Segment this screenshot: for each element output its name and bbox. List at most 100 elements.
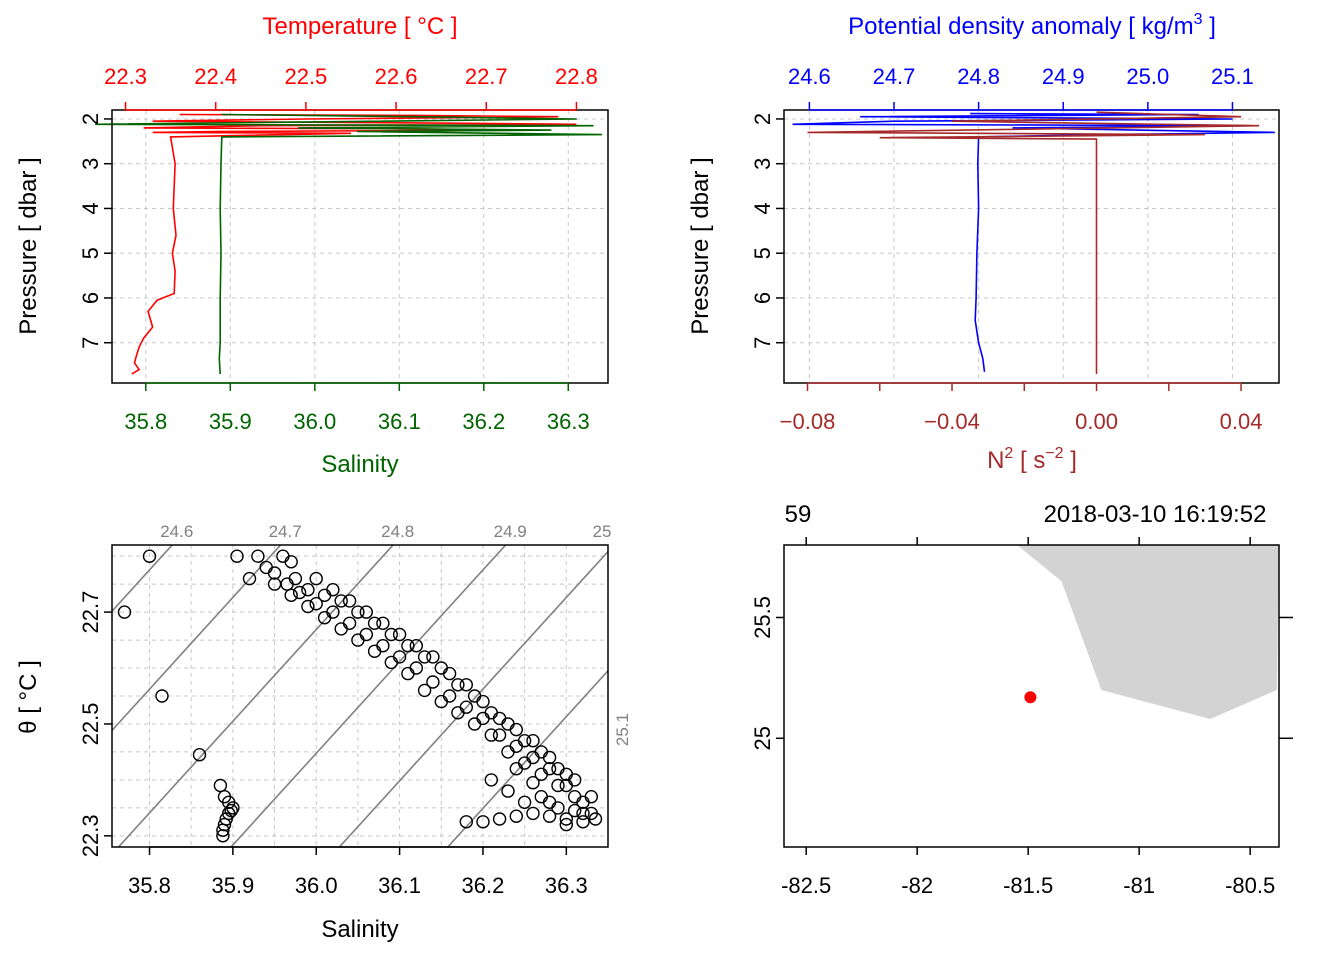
p2-bottom-label-end: ]	[1064, 447, 1077, 474]
p1-top-tick-label: 22.6	[375, 64, 418, 89]
ts-point	[334, 594, 348, 608]
ts-point	[242, 571, 257, 586]
ts-point	[309, 571, 323, 586]
panel-station-map: -82.5 -82 -81.5 -81 -80.5 25 25.5 59 2018-03-1…	[750, 501, 1293, 898]
p3-x-tick-label: 36.2	[462, 873, 505, 898]
ts-point	[359, 605, 373, 619]
ts-point	[484, 706, 498, 720]
p3-x-tick-label: 36.1	[378, 873, 421, 898]
p2-ticks: 2 3 4 5 6 7 −0.08 −0.04 0.00 0.04 24.6 24.7 24.8 24.9…	[750, 64, 1262, 434]
ts-point	[559, 817, 573, 832]
p1-y-tick-label: 2	[78, 113, 103, 125]
p3-y-tick-label: 22.3	[78, 814, 103, 857]
ts-point	[401, 666, 415, 681]
p3-isopycnal-label: 25	[593, 522, 612, 541]
ts-point	[367, 616, 382, 630]
p1-bottom-label: Salinity	[321, 451, 398, 478]
ts-point	[326, 583, 340, 597]
ts-point	[542, 795, 557, 809]
ts-point	[224, 803, 238, 818]
p1-y-tick-label: 5	[78, 247, 103, 259]
ts-point	[509, 762, 523, 776]
ts-point	[526, 776, 540, 790]
ts-point	[576, 806, 590, 821]
ts-point	[142, 549, 157, 563]
p2-top-tick-label: 25.0	[1126, 64, 1169, 89]
p3-x-tick-label: 36.3	[545, 873, 588, 898]
ts-point	[384, 627, 398, 642]
p2-y-label: Pressure [ dbar ]	[687, 157, 714, 334]
ts-point	[559, 812, 573, 826]
p1-top-tick-label: 22.3	[104, 64, 147, 89]
panel-ts-profile: 2 3 4 5 6 7 35.8 35.9 36.0 36.1 36.2 36.3 22.3 22.4 22…	[15, 13, 609, 478]
p2-top-title-end: ]	[1203, 13, 1216, 40]
p3-isopycnal-label: 25.1	[613, 713, 632, 746]
ts-point	[426, 675, 440, 689]
p3-isopycnals	[112, 545, 608, 847]
ts-point	[451, 678, 465, 692]
ts-point	[317, 611, 332, 625]
ts-point	[559, 778, 573, 793]
p4-frame	[783, 544, 1280, 848]
ts-point	[376, 616, 390, 630]
p3-isopycnal-line	[117, 545, 395, 847]
ts-point	[284, 588, 298, 602]
p2-top-tick-label: 25.1	[1211, 64, 1254, 89]
ts-point	[292, 585, 307, 600]
p2-y-tick-label: 7	[750, 337, 775, 349]
p1-bottom-tick-label: 36.1	[378, 409, 421, 434]
ts-point	[459, 700, 473, 714]
p2-y-tick-label: 3	[750, 158, 775, 170]
p3-y-tick-label: 22.7	[78, 591, 103, 634]
p1-bottom-tick-label: 35.9	[209, 409, 252, 434]
p3-isopycnal-line	[112, 545, 174, 613]
p2-bottom-tick-label: 0.04	[1220, 409, 1263, 434]
ts-point	[568, 790, 582, 804]
p3-isopycnal-label: 24.6	[160, 522, 193, 541]
p2-bottom-tick-label: −0.08	[780, 409, 836, 434]
p4-land	[1017, 545, 1279, 719]
ts-point	[221, 806, 236, 821]
p1-ticks: 2 3 4 5 6 7 35.8 35.9 36.0 36.1 36.2 36.3 22.3 22.4 22…	[78, 64, 598, 434]
p2-top-tick-label: 24.9	[1042, 64, 1085, 89]
p1-frame	[111, 109, 609, 384]
ts-point	[155, 689, 169, 703]
ts-point	[476, 815, 490, 829]
p2-y-tick-label: 2	[750, 113, 775, 125]
ts-point	[426, 650, 440, 664]
p2-frame	[783, 109, 1280, 384]
ts-point	[492, 711, 507, 726]
p1-y-tick-label: 4	[78, 202, 103, 214]
p1-y-tick-label: 6	[78, 292, 103, 304]
ts-point	[501, 784, 515, 798]
p1-data	[95, 113, 603, 375]
p3-data	[117, 549, 603, 843]
p4-x-tick-label: -82	[901, 873, 933, 898]
ts-point	[509, 722, 523, 737]
p3-grid	[112, 545, 609, 847]
ts-point	[517, 795, 532, 809]
ts-point	[476, 711, 490, 726]
ts-point	[559, 767, 573, 781]
p4-data	[1024, 691, 1037, 704]
ts-point	[417, 650, 432, 664]
p3-x-tick-label: 36.0	[295, 873, 338, 898]
p1-top-tick-label: 22.8	[555, 64, 598, 89]
p4-x-tick-label: -82.5	[781, 873, 831, 898]
ts-point	[484, 728, 498, 742]
p2-bottom-label-mid: [ s	[1013, 447, 1045, 474]
p2-bottom-label-sup2: −2	[1045, 445, 1063, 462]
ts-point	[576, 795, 590, 809]
land-polygon	[1017, 545, 1279, 719]
ts-point	[534, 790, 548, 804]
ts-point	[568, 803, 582, 818]
p3-x-tick-label: 35.8	[128, 873, 171, 898]
ts-point	[588, 812, 603, 826]
ts-point	[192, 748, 207, 762]
p2-y-tick-label: 5	[750, 247, 775, 259]
ts-point	[230, 549, 244, 563]
p2-data	[792, 111, 1275, 374]
ts-point	[334, 622, 348, 636]
p3-x-label: Salinity	[321, 916, 398, 943]
p1-grid	[112, 110, 608, 383]
